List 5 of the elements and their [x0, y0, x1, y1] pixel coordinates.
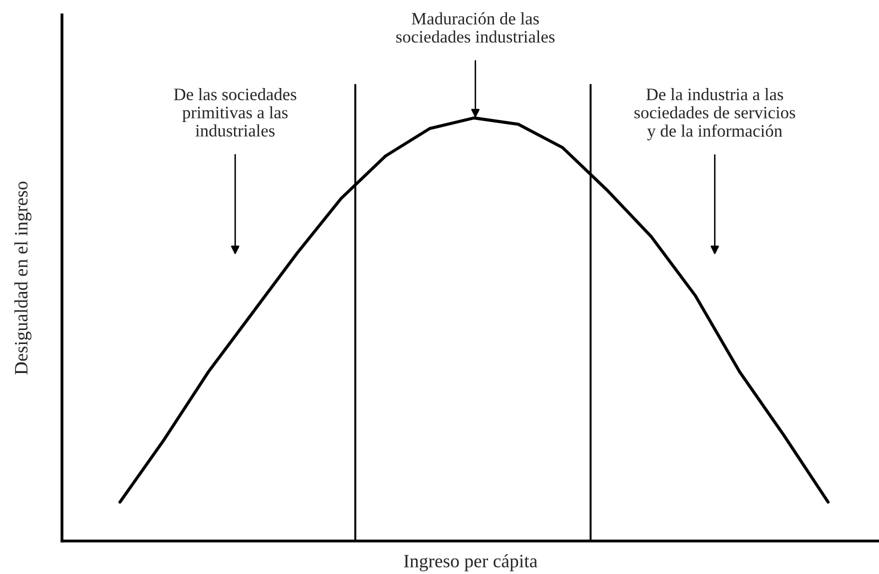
- text: Maduración de las sociedades industriales: [396, 12, 555, 43]
- annotation: De la industria a las sociedades de servicios y de la información: [634, 88, 796, 140]
- y-axis-title: Desigualdad en el ingreso: [14, 182, 32, 375]
- x-axis-title: Ingreso per cápita: [404, 554, 538, 572]
- annotation: De las sociedades primitivas a las industriales: [174, 88, 296, 137]
